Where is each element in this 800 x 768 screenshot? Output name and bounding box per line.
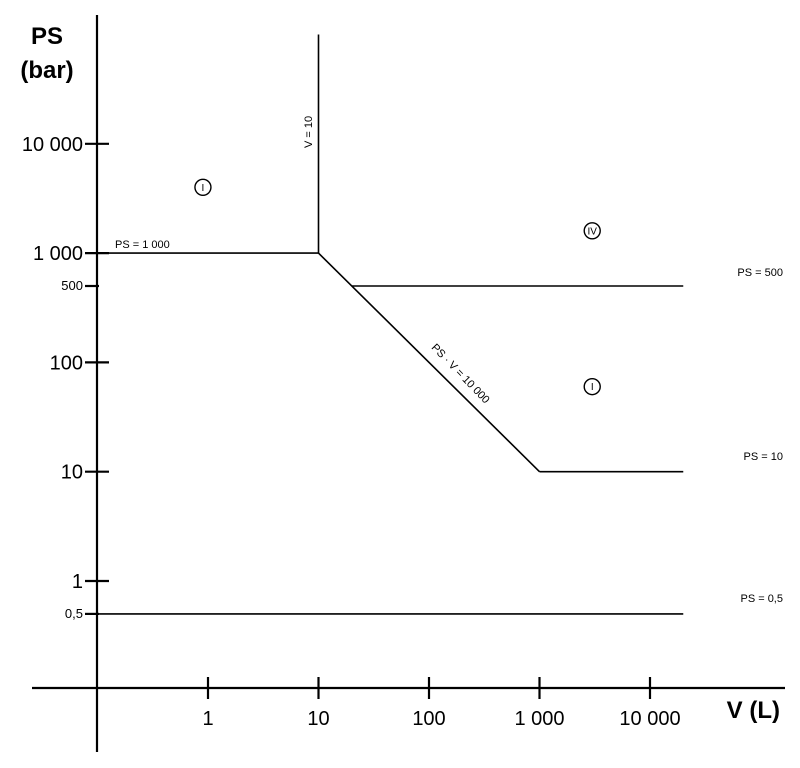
axes: 1 10 100 1 000 10 000 0,5 1 10 100 500 1 000 10 000 bbox=[22, 15, 785, 752]
region-label: IV bbox=[587, 226, 597, 237]
region-circle bbox=[583, 222, 601, 240]
y-tick-label: 500 bbox=[61, 278, 83, 293]
curve-line-2 bbox=[317, 252, 541, 473]
region-marker: IV bbox=[583, 222, 601, 240]
region-marker: I bbox=[194, 178, 212, 196]
x-tick-label: 10 bbox=[307, 708, 329, 730]
y-tick-label: 1 000 bbox=[33, 243, 83, 265]
y-axis-title-unit: (bar) bbox=[20, 57, 73, 84]
curve-lines bbox=[97, 34, 684, 615]
y-tick-label: 1 bbox=[72, 571, 83, 593]
y-tick-label: 10 000 bbox=[22, 134, 83, 156]
x-axis-title: V (L) bbox=[727, 697, 780, 724]
curve-label: PS = 500 bbox=[737, 267, 783, 279]
y-tick-label: 0,5 bbox=[65, 606, 83, 621]
x-tick-label: 10 000 bbox=[619, 708, 680, 730]
x-tick-label: 100 bbox=[412, 708, 445, 730]
y-tick-label: 100 bbox=[50, 352, 83, 374]
curve-label: PS = 0,5 bbox=[740, 593, 783, 605]
y-tick-label: 10 bbox=[61, 462, 83, 484]
region-label: I bbox=[591, 382, 594, 393]
x-tick-label: 1 bbox=[202, 708, 213, 730]
region-marker: I bbox=[583, 377, 601, 396]
region-circle bbox=[583, 377, 601, 396]
x-tick-label: 1 000 bbox=[514, 708, 564, 730]
curve-label: PS = 10 bbox=[744, 451, 783, 463]
region-label: I bbox=[202, 183, 205, 194]
region-circle bbox=[194, 178, 212, 196]
curve-label-v10: V = 10 bbox=[303, 116, 315, 148]
curve-label: PS = 1 000 bbox=[115, 239, 170, 251]
curve-label-psv: PS · V = 10 000 bbox=[429, 342, 492, 406]
y-axis-title-ps: PS bbox=[31, 23, 63, 50]
labels: PS = 1 000 PS = 500 PS = 10 PS = 0,5 V = 10 P… bbox=[115, 116, 783, 605]
